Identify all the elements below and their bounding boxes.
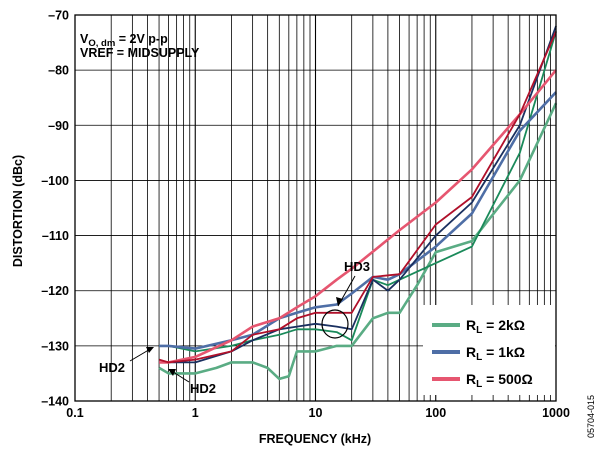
y-tick-label: –80 [48,64,69,78]
legend-label-1k: RL = 1kΩ [466,344,525,363]
plot-frame [74,14,557,402]
series-lines [158,25,558,381]
annotation-hd2-left: HD2 [99,347,154,375]
condition-line-2: VREF = MIDSUPPLY [80,46,200,60]
condition-line-1: VO, dm = 2V p-p [80,32,168,49]
annotation-label-hd2-bottom: HD2 [190,381,216,396]
y-tick-label: –120 [41,284,69,298]
series-line-0 [158,102,558,381]
x-tick-label: 1 [192,406,199,420]
annotation-hd2-bottom: HD2 [168,369,216,396]
y-tick-label: –110 [42,229,69,243]
legend-label-500: RL = 500Ω [466,371,533,390]
y-axis-label: DISTORTION (dBc) [11,155,25,267]
y-tick-label: –140 [41,395,69,409]
x-tick-label: 1000 [542,406,570,420]
annotation-arrowhead-hd2-bottom [168,369,176,376]
annotation-arrowhead-hd3 [336,297,343,306]
series-line-1 [159,31,557,353]
y-tick-label: –100 [41,174,69,188]
legend: RL = 2kΩ RL = 1kΩ RL = 500Ω [423,305,555,395]
annotation-circle-hd3 [321,309,349,339]
series-line-5 [158,31,557,364]
annotation-label-hd3: HD3 [344,259,370,274]
series-line-2 [159,91,557,350]
y-tick-labels: –70 –80 –90 –100 –110 –120 –130 –140 [41,9,69,409]
annotation-arrowhead-hd2-left [146,347,154,353]
y-tick-label: –90 [48,119,69,133]
y-tick-label: –130 [41,339,69,353]
series-line-4 [159,69,558,364]
legend-label-2k: RL = 2kΩ [466,317,525,336]
annotation-hd3: HD3 [321,259,370,339]
series-line-3 [159,25,557,364]
x-axis-label: FREQUENCY (kHz) [259,432,371,446]
x-tick-label: 0.1 [66,406,83,420]
figure-code: 05704-015 [586,395,596,438]
annotation-label-hd2-left: HD2 [99,360,125,375]
y-tick-label: –70 [48,9,69,23]
x-tick-labels: 0.1 1 10 100 1000 [66,406,570,420]
x-tick-label: 100 [425,406,446,420]
x-tick-label: 10 [309,406,323,420]
